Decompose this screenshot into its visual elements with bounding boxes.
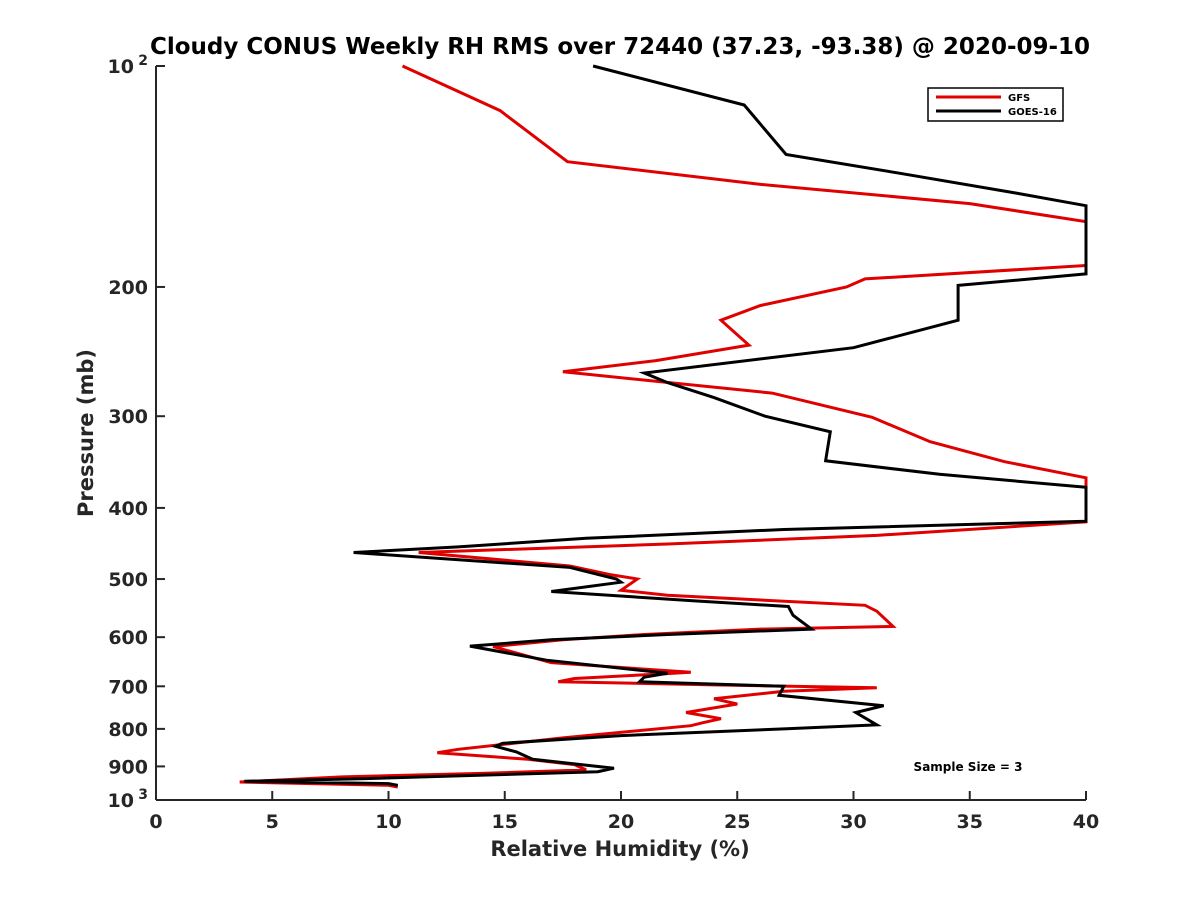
x-tick-label: 35: [957, 811, 983, 833]
series-line-goes-16: [244, 64, 1088, 787]
x-tick-label: 10: [375, 811, 401, 833]
y-tick-label: 10: [108, 790, 134, 812]
sample-size-annotation: Sample Size = 3: [914, 760, 1023, 774]
y-tick-label: 10: [108, 56, 134, 78]
x-tick-label: 30: [840, 811, 866, 833]
y-tick-label: 700: [108, 676, 148, 698]
legend-box: [927, 87, 1064, 122]
series-layer: [239, 64, 1088, 789]
series-line-gfs: [239, 64, 1088, 789]
y-axis-label: Pressure (mb): [74, 349, 98, 517]
x-tick-label: 0: [149, 811, 162, 833]
x-tick-label: 15: [492, 811, 518, 833]
chart-title: Cloudy CONUS Weekly RH RMS over 72440 (3…: [150, 34, 1090, 60]
y-tick-label: 400: [108, 498, 148, 520]
y-tick-label: 200: [108, 277, 148, 299]
y-tick-label: 500: [108, 569, 148, 591]
y-tick-exponent: 3: [138, 787, 148, 803]
y-tick-label: 900: [108, 756, 148, 778]
x-tick-label: 25: [724, 811, 750, 833]
y-tick-label: 600: [108, 627, 148, 649]
y-tick-label: 800: [108, 719, 148, 741]
y-tick-label: 300: [108, 406, 148, 428]
legend-label: GOES-16: [1008, 107, 1057, 118]
legend-label: GFS: [1008, 93, 1030, 104]
x-tick-label: 5: [266, 811, 279, 833]
x-tick-label: 20: [608, 811, 634, 833]
x-axis: 0 5 10 15 20 25 30 35 40: [149, 791, 1099, 833]
y-tick-exponent: 2: [138, 53, 148, 69]
x-axis-label: Relative Humidity (%): [490, 837, 749, 861]
plot-frame: [155, 66, 1086, 801]
legend: GFS GOES-16: [927, 87, 1064, 122]
x-tick-label: 40: [1073, 811, 1099, 833]
